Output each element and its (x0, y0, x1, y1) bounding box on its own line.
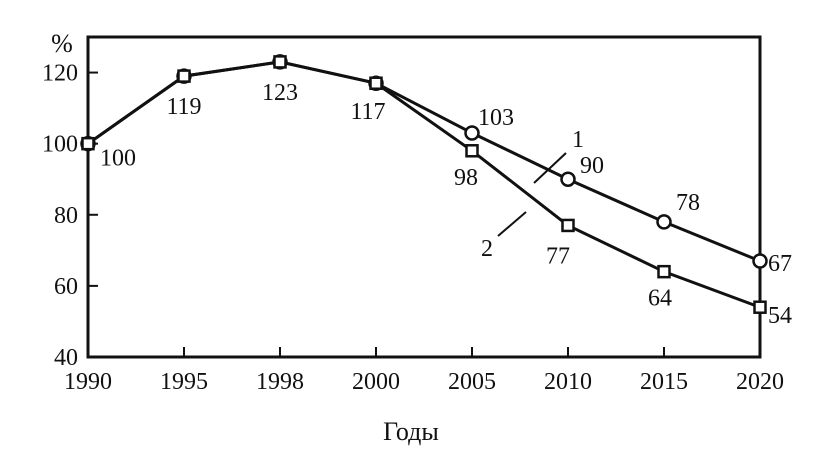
series-2 (81, 55, 767, 314)
series-callouts: 1 2 (481, 127, 584, 262)
data-label-1-2000: 117 (350, 99, 385, 125)
series-1-callout-label: 1 (572, 127, 584, 153)
y-tick-label-40: 40 (54, 345, 78, 371)
data-label-2-2005: 98 (454, 165, 478, 191)
x-tick-label-1995: 1995 (160, 369, 208, 395)
data-label-2-2010: 77 (546, 243, 570, 269)
x-tick-label-1990: 1990 (64, 369, 112, 395)
series-1-point-2020 (752, 253, 768, 269)
x-tick-label-2020: 2020 (736, 369, 784, 395)
x-tick-label-2005: 2005 (448, 369, 496, 395)
x-axis: 1990 1995 1998 2000 2005 2010 2015 2020 (64, 347, 784, 395)
series-1 (80, 54, 768, 269)
y-axis-title: % (51, 29, 73, 58)
x-tick-label-1998: 1998 (256, 369, 304, 395)
data-label-1-2010: 90 (580, 153, 604, 179)
plot-frame (86, 35, 762, 359)
x-tick-label-2015: 2015 (640, 369, 688, 395)
x-axis-title: Годы (383, 417, 439, 446)
series-2-point-2000 (369, 76, 383, 90)
data-label-1-1998: 123 (262, 80, 298, 106)
series-2-line (87, 60, 761, 309)
data-label-2-2020: 54 (768, 303, 792, 329)
y-tick-label-80: 80 (54, 203, 78, 229)
y-axis: 40 60 80 100 120 (42, 61, 98, 371)
y-tick-label-100: 100 (42, 132, 78, 158)
series-layer: 100 119 123 117 103 90 78 67 98 77 64 54 (80, 54, 792, 329)
series-2-point-1998 (273, 55, 287, 69)
data-label-1-2015: 78 (676, 190, 700, 216)
series-2-point-1995 (177, 69, 191, 83)
series-2-point-1990 (81, 136, 95, 151)
data-label-1-1990: 100 (100, 146, 136, 172)
series-1-point-2005 (464, 125, 480, 141)
series-1-line (87, 60, 761, 263)
series-1-callout-line (533, 152, 567, 184)
data-label-1-1995: 119 (166, 94, 201, 120)
series-2-point-2010 (561, 218, 575, 233)
x-tick-label-2000: 2000 (352, 369, 400, 395)
series-2-point-2020 (753, 300, 767, 314)
y-tick-label-120: 120 (42, 61, 78, 87)
series-2-point-2005 (465, 144, 479, 158)
x-tick-label-2010: 2010 (544, 369, 592, 395)
series-2-callout-label: 2 (481, 236, 493, 262)
series-1-point-2010 (560, 171, 576, 187)
y-tick-label-60: 60 (54, 274, 78, 300)
series-2-point-2015 (657, 264, 671, 279)
data-label-1-2020: 67 (768, 251, 792, 277)
series-2-callout-line (497, 211, 527, 237)
data-label-2-2015: 64 (648, 286, 672, 312)
data-labels: 100 119 123 117 103 90 78 67 98 77 64 54 (100, 80, 792, 329)
data-label-1-2005: 103 (478, 105, 514, 131)
series-1-point-2015 (656, 214, 672, 230)
